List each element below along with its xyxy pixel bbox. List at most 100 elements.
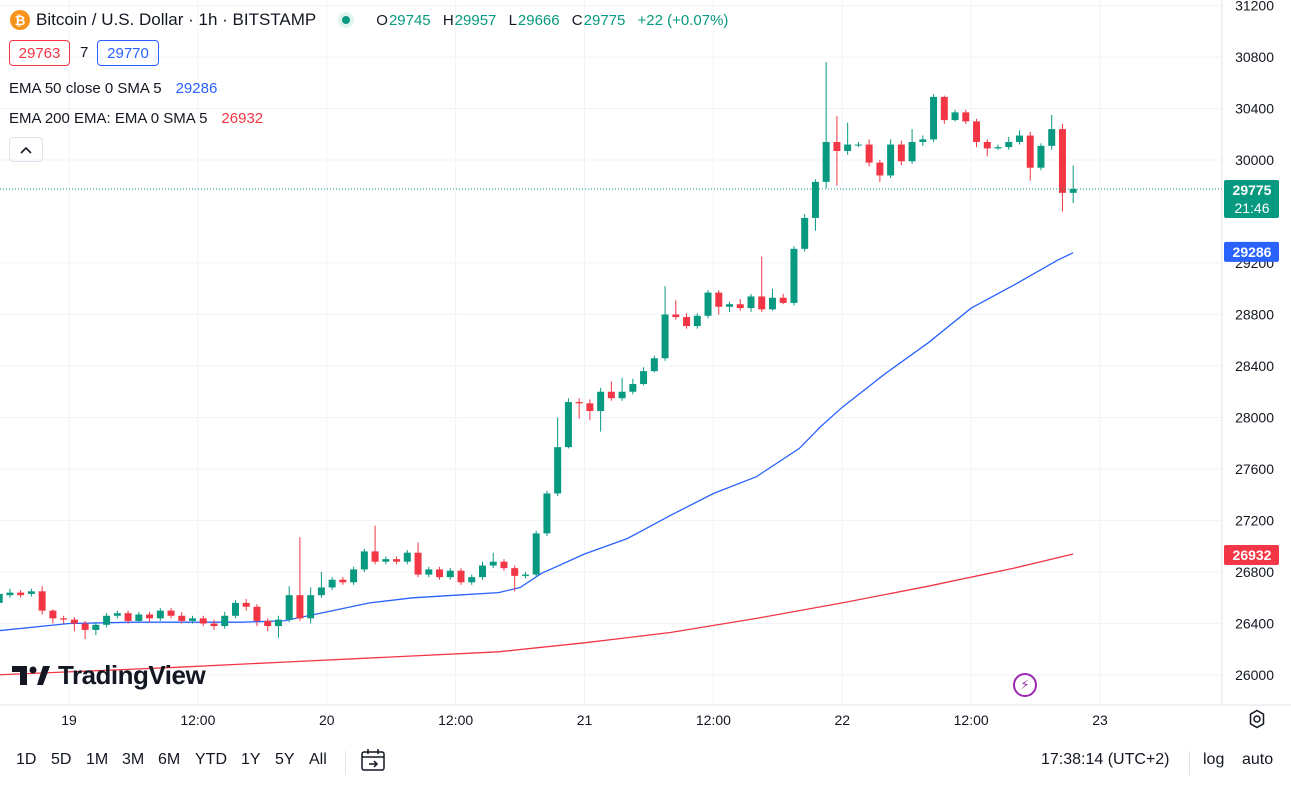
candle-body <box>393 559 401 562</box>
candle-body <box>264 620 272 627</box>
candle <box>908 129 916 164</box>
candle <box>264 618 272 632</box>
candle-body <box>328 579 336 588</box>
candle <box>511 565 519 592</box>
symbol-header[interactable]: ₿ Bitcoin / U.S. Dollar · 1h · BITSTAMP … <box>10 8 736 32</box>
candle-body <box>38 591 46 611</box>
timeframe-1y[interactable]: 1Y <box>241 751 261 768</box>
candle <box>618 377 626 401</box>
logo-text: TradingView <box>58 660 206 690</box>
candle <box>403 550 411 565</box>
time-tick-label: 20 <box>319 712 335 728</box>
timeframe-1m[interactable]: 1M <box>86 751 109 768</box>
candle-body <box>1026 135 1034 168</box>
candle <box>704 290 712 319</box>
candle-body <box>339 579 347 583</box>
candle-body <box>747 296 755 309</box>
buy-price-button[interactable]: 29770 <box>97 40 159 66</box>
candle <box>1037 143 1045 171</box>
timeframe-3m[interactable]: 3M <box>122 751 145 768</box>
log-scale-button[interactable]: log <box>1203 751 1225 768</box>
auto-scale-button[interactable]: auto <box>1242 751 1274 768</box>
collapse-indicators-button[interactable] <box>9 137 43 162</box>
indicator-value: 29286 <box>175 80 218 97</box>
time-tick-label: 19 <box>61 712 77 728</box>
candle <box>38 586 46 615</box>
candle-body <box>103 615 111 625</box>
candle <box>1069 165 1077 204</box>
symbol-title[interactable]: Bitcoin / U.S. Dollar · 1h · BITSTAMP <box>36 10 317 29</box>
candle <box>156 608 164 621</box>
candle-body <box>81 623 89 630</box>
timeframe-all[interactable]: All <box>309 751 327 768</box>
candle <box>951 109 959 122</box>
candle <box>715 290 723 315</box>
candle <box>27 588 35 597</box>
candle <box>425 566 433 578</box>
chevron-up-icon <box>20 146 32 154</box>
ohlc-values: O29745 H29957 L29666 C29775 +22 (+0.07%) <box>376 11 729 29</box>
candle-body <box>683 317 691 327</box>
candle-body <box>833 141 841 151</box>
indicator-ema-50[interactable]: EMA 50 close 0 SMA 5 29286 <box>9 80 217 97</box>
candle <box>833 116 841 186</box>
toolbar-divider <box>345 751 346 775</box>
price-tick-label: 28400 <box>1235 358 1274 374</box>
time-axis[interactable]: 19 12:00 20 12:00 21 12:00 22 12:00 23 <box>0 704 1291 728</box>
candle <box>500 559 508 571</box>
candle <box>521 572 529 579</box>
spread-value: 7 <box>80 44 89 61</box>
candle-body <box>908 141 916 162</box>
timeframe-5y[interactable]: 5Y <box>275 751 295 768</box>
candle <box>317 572 325 598</box>
open-value: 29745 <box>388 11 431 29</box>
timeframe-5d[interactable]: 5D <box>51 751 72 768</box>
candle <box>135 611 143 623</box>
candle-body <box>790 248 798 303</box>
price-axis[interactable]: 26000 26400 26800 27200 27600 28000 28400 28800… <box>1221 0 1279 705</box>
indicator-value: 26932 <box>221 110 264 127</box>
candle <box>199 615 207 627</box>
clock-timezone[interactable]: 17:38:14 (UTC+2) <box>1041 751 1170 768</box>
candle-body <box>661 314 669 359</box>
candle <box>489 552 497 569</box>
sell-price-button[interactable]: 29763 <box>9 40 70 66</box>
candle-body <box>371 551 379 562</box>
timeframe-ytd[interactable]: YTD <box>195 751 227 768</box>
bolt-icon[interactable]: ⚡ <box>1013 673 1037 697</box>
candle-body <box>822 141 830 182</box>
candles-layer <box>0 62 1077 639</box>
candle <box>296 537 304 621</box>
timeframe-6m[interactable]: 6M <box>158 751 181 768</box>
candle-body <box>425 569 433 575</box>
candle-body <box>446 570 454 578</box>
candle-body <box>1037 145 1045 168</box>
candle <box>92 622 100 636</box>
indicator-ema-200[interactable]: EMA 200 EMA: EMA 0 SMA 5 26932 <box>9 110 263 127</box>
candle <box>60 615 68 624</box>
calendar-goto-icon[interactable] <box>360 748 386 772</box>
candle <box>1058 123 1066 212</box>
candle-body <box>575 402 583 404</box>
timeframe-1d[interactable]: 1D <box>16 751 37 768</box>
candle-body <box>940 96 948 121</box>
price-chart[interactable]: 26000 26400 26800 27200 27600 28000 28400 28800… <box>0 0 1291 745</box>
market-status-icon[interactable] <box>338 12 355 28</box>
candle-body <box>521 574 529 576</box>
candle-body <box>543 493 551 534</box>
candle <box>962 109 970 124</box>
candle <box>242 599 250 611</box>
gear-icon[interactable] <box>1247 709 1267 729</box>
candle <box>726 301 734 312</box>
candle <box>360 548 368 572</box>
candle-body <box>811 181 819 218</box>
high-value: 29957 <box>454 11 497 29</box>
candle-body <box>1058 129 1066 193</box>
candle-body <box>178 615 186 621</box>
candle-body <box>511 568 519 576</box>
candle <box>17 590 25 598</box>
candle-body <box>382 559 390 562</box>
candle <box>468 574 476 585</box>
candle-body <box>360 551 368 570</box>
candle-body <box>199 618 207 624</box>
